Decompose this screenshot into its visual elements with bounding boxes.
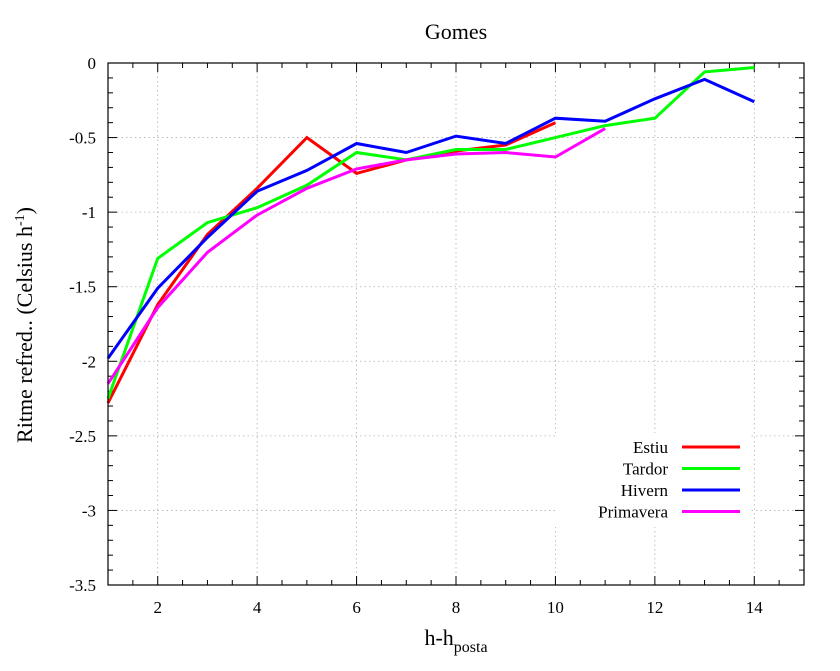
- x-tick-label: 6: [352, 598, 361, 617]
- y-tick-label: -1: [82, 203, 96, 222]
- series-line-primavera: [106, 127, 606, 385]
- legend: Estiu Tardor Hivern Primavera: [598, 438, 740, 522]
- y-tick-label: 0: [88, 54, 97, 73]
- y-tick-label: -3: [82, 501, 96, 520]
- y-axis-label-main: Ritme refred.. (Celsius h: [12, 226, 37, 443]
- x-tick-label: 8: [452, 598, 461, 617]
- y-tick-label: -0.5: [69, 129, 96, 148]
- y-axis-label-superscript: -1: [13, 214, 28, 226]
- legend-label-estiu: Estiu: [633, 438, 668, 457]
- y-tick-label: -3.5: [69, 576, 96, 595]
- x-axis-label-main: h-h: [424, 625, 453, 650]
- x-tick-label: 4: [253, 598, 262, 617]
- y-axis-label-close: ): [12, 207, 37, 214]
- legend-label-tardor: Tardor: [623, 460, 668, 479]
- y-tick-label: -2: [82, 352, 96, 371]
- plot-frame: [107, 62, 805, 586]
- chart-title: Gomes: [425, 19, 487, 44]
- legend-label-primavera: Primavera: [598, 503, 668, 522]
- x-tick-label: 10: [547, 598, 564, 617]
- y-axis-label: Ritme refred.. (Celsius h-1): [12, 207, 37, 443]
- x-axis-label: h-hposta: [424, 625, 487, 656]
- x-tick-label: 12: [646, 598, 663, 617]
- y-tick-label: -1.5: [69, 278, 96, 297]
- tick-labels: 2 4 6 8 10 12 14 0 -0.5 -1 -1.5 -2 -2.5 -3 -3.5: [69, 54, 763, 617]
- x-tick-label: 2: [153, 598, 162, 617]
- x-axis-label-subscript: posta: [454, 639, 488, 656]
- series-line-hivern: [106, 77, 755, 360]
- series-lines: [106, 66, 755, 404]
- y-tick-label: -2.5: [69, 427, 96, 446]
- legend-label-hivern: Hivern: [621, 481, 669, 500]
- series-line-tardor: [106, 66, 755, 400]
- x-tick-label: 14: [746, 598, 764, 617]
